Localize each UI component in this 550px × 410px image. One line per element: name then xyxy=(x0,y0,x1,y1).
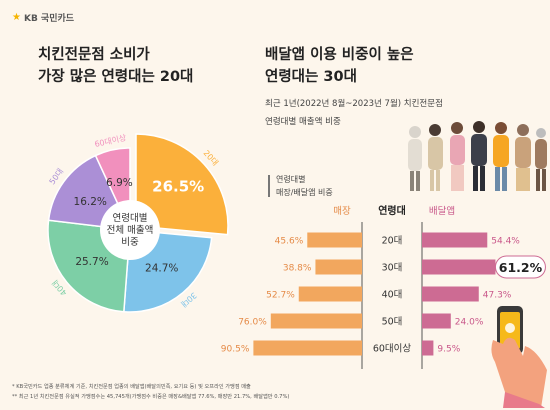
category-label: 30대 xyxy=(382,263,403,274)
store-value-label: 90.5% xyxy=(221,345,250,355)
app-value-label: 54.4% xyxy=(491,237,520,247)
pie-value-label: 24.7% xyxy=(145,263,178,275)
store-bar xyxy=(307,232,362,248)
people-illustration xyxy=(408,121,547,191)
left-title-line1: 치킨전문점 소비가 xyxy=(38,47,150,63)
store-value-label: 38.8% xyxy=(283,264,312,274)
pie-center-label-line2: 전체 매출액 xyxy=(107,224,154,236)
series-header-store: 매장 xyxy=(333,206,351,217)
brand-logo-text: KB 국민카드 xyxy=(23,14,75,24)
store-value-label: 52.7% xyxy=(266,291,295,301)
person-icon xyxy=(515,124,531,191)
pie-value-label: 16.2% xyxy=(74,196,107,208)
footnote-2: ** 최근 1년 치킨전문점 유실적 가맹점수는 45,745개(가맹점수 비중… xyxy=(12,394,290,400)
store-vs-app-bar-chart: 매장 연령대 배달앱 20대 45.6% 54.4% 30대 38.8% 61.2% 40대… xyxy=(221,204,546,369)
pie-value-label: 26.5% xyxy=(152,178,204,196)
person-icon xyxy=(535,128,547,191)
person-icon xyxy=(450,122,465,191)
left-title: 치킨전문점 소비가 가장 많은 연령대는 20대 xyxy=(38,44,193,88)
app-bar xyxy=(422,232,488,248)
pie-category-label: 60대이상 xyxy=(93,132,127,149)
person-icon xyxy=(428,124,443,191)
store-bar xyxy=(315,259,362,275)
app-bar xyxy=(422,313,451,329)
category-label: 20대 xyxy=(382,236,403,247)
hand-icon xyxy=(491,337,547,408)
store-value-label: 45.6% xyxy=(275,237,304,247)
category-label: 40대 xyxy=(382,290,403,301)
series-header-app: 배달앱 xyxy=(429,205,455,217)
app-value-label: 24.0% xyxy=(455,318,484,328)
pie-center-label-line3: 비중 xyxy=(121,237,139,248)
highlight-badge xyxy=(494,255,546,279)
app-bar xyxy=(422,340,434,356)
phone-hand-illustration xyxy=(491,306,547,408)
category-label: 60대이상 xyxy=(373,344,412,355)
right-subtitle-period: 최근 1년(2022년 8월~2023년 7월) 치킨전문점 xyxy=(265,99,443,109)
right-subtitle-metric: 연령대별 매출액 비중 xyxy=(265,117,341,127)
person-icon xyxy=(493,122,509,191)
store-bar xyxy=(298,286,362,302)
pie-value-label: 25.7% xyxy=(75,256,108,268)
app-value-label: 47.3% xyxy=(483,291,512,301)
legend-line2: 매장/배달앱 비중 xyxy=(276,188,333,197)
category-label: 50대 xyxy=(382,317,403,328)
pie-slice xyxy=(135,133,229,236)
app-value-label: 9.5% xyxy=(437,345,460,355)
store-value-label: 76.0% xyxy=(238,318,267,328)
right-title: 배달앱 이용 비중이 높은 연령대는 30대 xyxy=(265,44,414,88)
person-icon xyxy=(471,121,487,191)
left-title-line2: 가장 많은 연령대는 20대 xyxy=(38,69,194,85)
app-value-label: 61.2% xyxy=(499,260,543,275)
app-bar xyxy=(422,259,496,275)
store-bar xyxy=(270,313,362,329)
footnote-1: * KB국민카드 업종 분류체계 기준, 치킨전문점 업종의 배달앱(배달의민족… xyxy=(12,384,251,390)
app-bar xyxy=(422,286,479,302)
right-title-line1: 배달앱 이용 비중이 높은 xyxy=(265,47,414,63)
legend-box: 연령대별 매장/배달앱 비중 xyxy=(276,173,333,199)
star-icon: ★ xyxy=(12,12,21,23)
person-icon xyxy=(408,126,422,191)
right-title-line2: 연령대는 30대 xyxy=(265,69,357,85)
pie-value-label: 6.9% xyxy=(106,177,133,189)
category-header: 연령대 xyxy=(378,204,406,217)
pie-center-label-line1: 연령대별 xyxy=(113,212,148,224)
legend-line1: 연령대별 xyxy=(276,175,306,184)
brand-logo: ★ KB 국민카드 xyxy=(12,11,74,24)
footnotes: * KB국민카드 업종 분류체계 기준, 치킨전문점 업종의 배달앱(배달의민족… xyxy=(12,382,289,402)
store-bar xyxy=(253,340,362,356)
legend-divider xyxy=(268,175,270,197)
pie-center-hole xyxy=(100,200,160,260)
